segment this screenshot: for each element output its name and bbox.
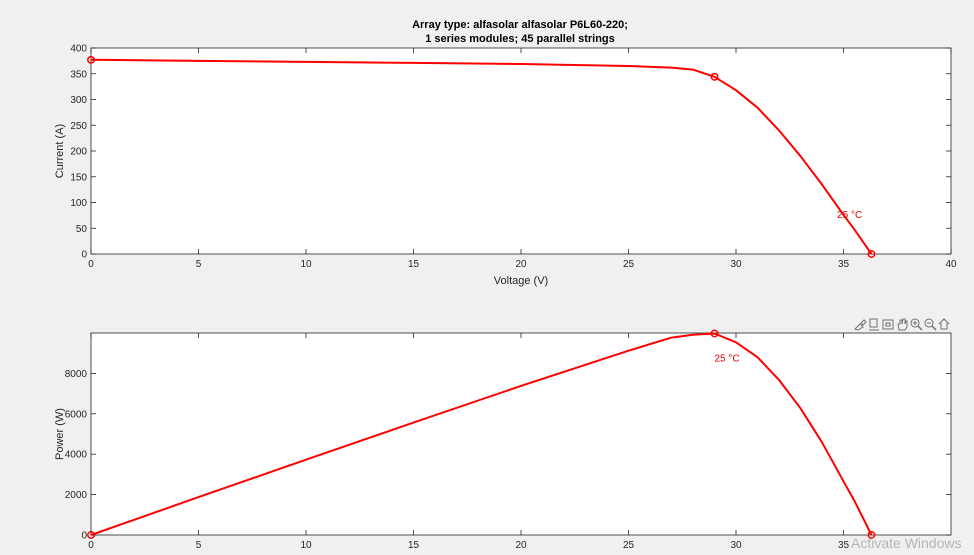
current-x-tick-label: 5 [196,259,202,270]
power-voltage-axes[interactable]: 0 5 10 15 20 25 30 35 0 2000 4000 6000 8000 Power (W)… [54,329,952,551]
current-temperature-annotation: 25 °C [837,210,862,221]
activate-windows-watermark: Activate Windows [851,535,961,551]
current-y-tick-label: 150 [70,172,87,183]
current-x-tick-label: 35 [838,259,850,270]
current-x-tick-label: 30 [730,259,742,270]
current-x-tick-label: 25 [623,259,635,270]
power-y-tick-label: 8000 [65,369,88,380]
power-x-tick-label: 35 [838,540,850,551]
power-y-axis-label: Power (W) [54,408,66,460]
current-curve-line [90,58,873,255]
zoom-in-icon[interactable] [910,318,923,331]
datatip-icon[interactable] [869,318,879,331]
power-y-tick-label: 4000 [65,450,88,461]
power-marker-point[interactable] [710,329,719,338]
pan-icon[interactable] [897,318,908,331]
power-x-tick-label: 10 [300,540,312,551]
figure-title-line1: Array type: alfasolar alfasolar P6L60-22… [412,19,628,31]
current-y-axis-label: Current (A) [54,124,66,178]
power-y-tick-label: 2000 [65,490,88,501]
power-x-tick-label: 0 [88,540,94,551]
power-temperature-annotation: 25 °C [715,353,740,364]
current-marker-point[interactable] [87,55,95,64]
current-y-tick-label: 200 [70,147,87,158]
power-x-tick-label: 15 [408,540,420,551]
current-marker-point[interactable] [867,250,876,258]
current-voltage-axes[interactable]: 0 5 10 15 20 25 30 35 40050100150200250300350400… [54,44,957,288]
current-x-tick-label: 0 [88,259,94,270]
axes-toolbar [854,318,950,331]
power-x-tick-label: 5 [196,540,202,551]
current-y-tick-label: 50 [76,224,88,235]
power-curve-line [90,332,873,536]
current-plot-area [90,47,952,255]
current-y-tick-label: 100 [70,198,87,209]
power-x-tick-label: 25 [623,540,635,551]
power-marker-point[interactable] [87,531,95,539]
power-plot-area [90,332,952,536]
current-y-tick-label: 0 [81,250,87,261]
current-marker-point[interactable] [710,72,719,81]
current-y-tick-label: 350 [70,69,87,80]
rotate-icon[interactable] [882,319,894,330]
power-x-tick-label: 30 [730,540,742,551]
current-x-tick-label: 40 [945,259,957,270]
power-x-tick-label: 20 [515,540,527,551]
current-x-axis-label: Voltage (V) [494,275,548,287]
current-y-tick-label: 250 [70,121,87,132]
current-y-tick-label: 300 [70,95,87,106]
current-x-tick-label: 20 [515,259,527,270]
power-y-tick-label: 6000 [65,409,88,420]
figure-title-line2: 1 series modules; 45 parallel strings [425,33,615,45]
current-x-tick-label: 15 [408,259,420,270]
zoom-out-icon[interactable] [924,318,937,331]
current-y-tick-label: 400 [70,44,87,55]
power-marker-point[interactable] [867,531,876,539]
current-x-tick-label: 10 [300,259,312,270]
brush-icon[interactable] [854,319,867,331]
power-y-tick-label: 0 [81,531,87,542]
home-icon[interactable] [938,318,950,330]
